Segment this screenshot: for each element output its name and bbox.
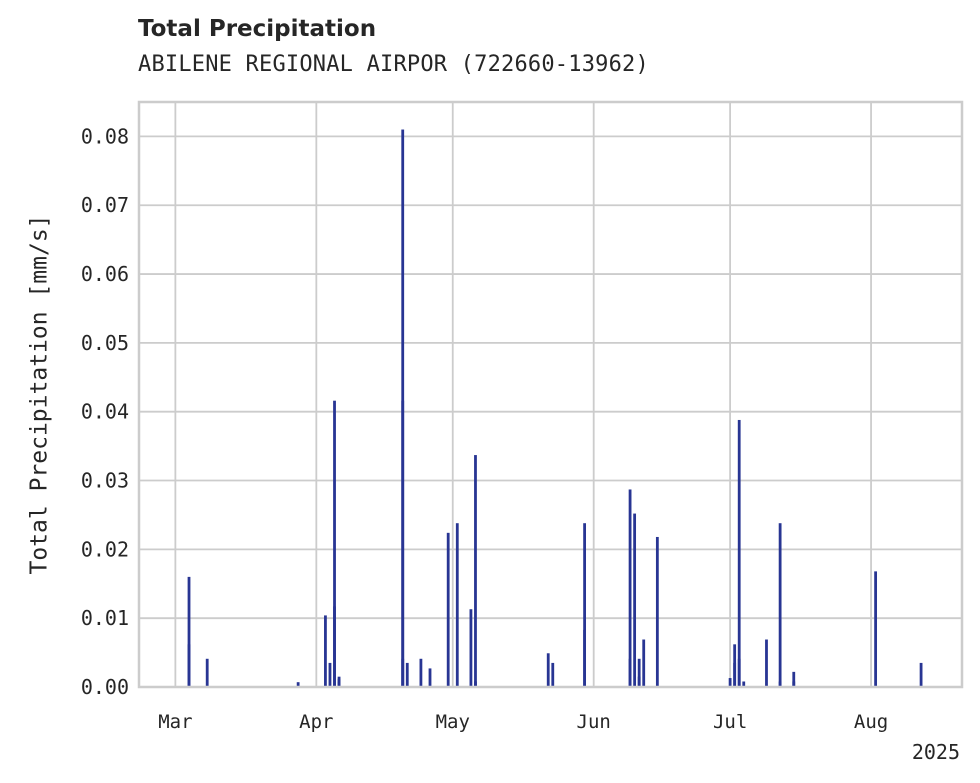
chart-subtitle: ABILENE REGIONAL AIRPOR (722660-13962): [138, 52, 649, 77]
plot-frame: [137, 100, 964, 689]
y-axis-ticks: 0.00 0.01 0.02 0.03 0.04 0.05 0.06 0.07 0.08: [81, 124, 129, 699]
precipitation-bar: [633, 513, 637, 687]
precipitation-bar: [655, 536, 659, 687]
precipitation-bar: [419, 658, 423, 687]
bars-group: [187, 129, 923, 687]
y-tick-label: 0.07: [81, 193, 129, 217]
precipitation-bar: [628, 489, 632, 687]
y-tick-label: 0.02: [81, 537, 129, 561]
x-tick-label: Mar: [158, 711, 192, 733]
precipitation-bar: [333, 400, 336, 687]
precipitation-bar: [187, 576, 191, 687]
precipitation-bar: [737, 658, 741, 687]
precipitation-bar: [551, 662, 555, 687]
x-tick-label: Apr: [299, 711, 333, 733]
chart-title: Total Precipitation: [138, 16, 377, 42]
precipitation-bar: [405, 662, 409, 687]
precipitation-bar: [792, 671, 796, 687]
precipitation-bar: [469, 609, 473, 687]
precipitation-bar: [401, 400, 405, 687]
precipitation-bar: [474, 681, 477, 687]
y-tick-label: 0.04: [81, 400, 129, 424]
precipitation-bar: [778, 523, 782, 687]
precipitation-bar: [205, 658, 209, 687]
precipitation-bar: [628, 658, 632, 687]
x-tick-label: May: [436, 711, 470, 733]
x-axis-year-label: 2025: [912, 740, 960, 764]
y-axis-label: Total Precipitation [mm/s]: [27, 214, 53, 574]
precipitation-bar: [919, 662, 923, 687]
precipitation-bar: [337, 678, 341, 687]
precipitation-bar: [742, 681, 746, 687]
y-tick-label: 0.00: [81, 675, 129, 699]
y-tick-label: 0.08: [81, 124, 129, 148]
precipitation-bar: [792, 681, 796, 687]
precipitation-bar: [333, 606, 336, 687]
precipitation-bar: [296, 682, 300, 687]
precipitation-bar: [874, 571, 878, 687]
y-tick-label: 0.03: [81, 469, 129, 493]
precipitation-bar: [637, 658, 641, 687]
x-tick-label: Aug: [854, 711, 888, 733]
precipitation-bar: [765, 639, 768, 687]
y-tick-label: 0.01: [81, 606, 129, 630]
precipitation-bar: [583, 523, 587, 687]
precipitation-bar: [778, 681, 782, 687]
precipitation-bar: [637, 676, 641, 687]
precipitation-bar: [324, 615, 327, 687]
precipitation-bar: [583, 629, 587, 687]
x-tick-label: Jul: [713, 711, 747, 733]
precipitation-bar: [328, 662, 332, 687]
grid-lines: [139, 102, 962, 688]
precipitation-bar: [642, 639, 646, 687]
y-tick-label: 0.06: [81, 262, 129, 286]
x-axis-ticks: Mar Apr May Jun Jul Aug: [158, 711, 888, 733]
x-tick-label: Jun: [577, 711, 611, 733]
precipitation-bar: [187, 644, 191, 687]
y-tick-label: 0.05: [81, 331, 129, 355]
precipitation-bar: [546, 653, 550, 687]
precipitation-bar: [728, 678, 732, 687]
precipitation-bar: [428, 668, 432, 687]
precipitation-bar: [474, 455, 477, 687]
precipitation-bar: [737, 419, 741, 687]
precipitation-bar: [733, 662, 737, 687]
precipitation-bar: [446, 532, 450, 687]
precipitation-bar: [455, 523, 459, 687]
